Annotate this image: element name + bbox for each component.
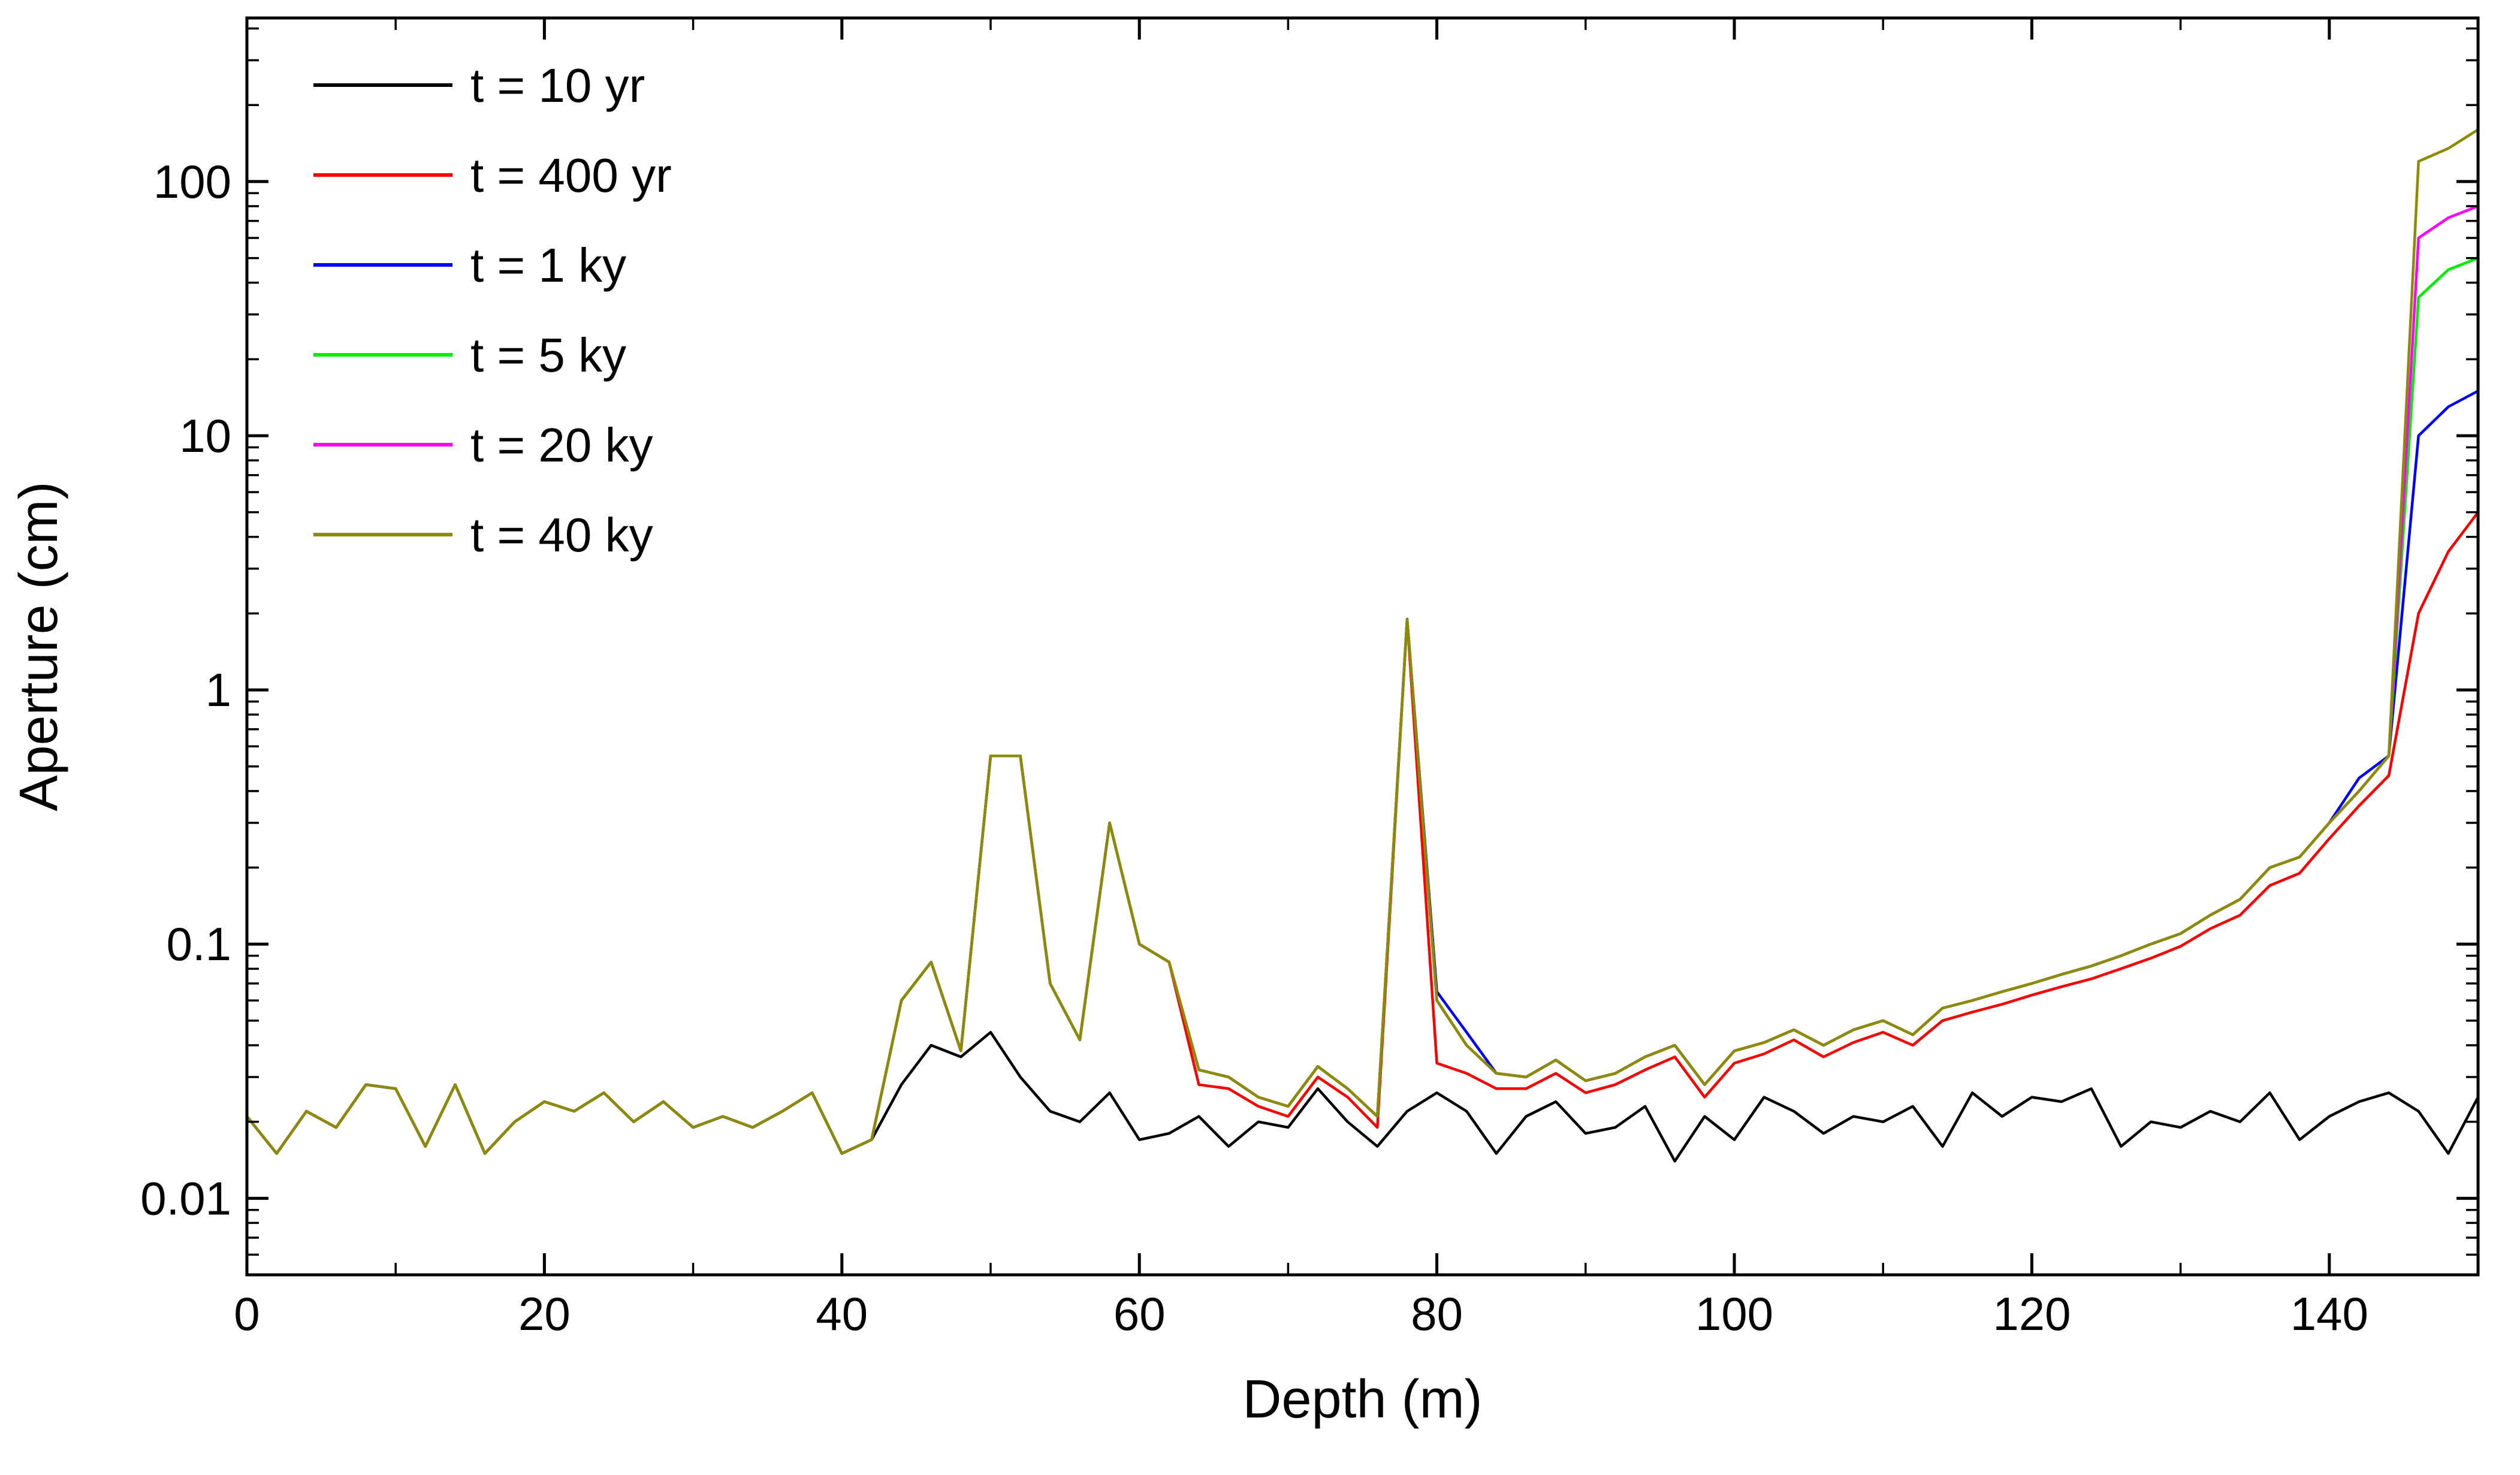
legend: t = 10 yr t = 400 yr t = 1 ky t = 5 ky t = 2… <box>313 59 672 562</box>
x-tick-label: 40 <box>816 1287 868 1340</box>
legend-item-3: t = 5 ky <box>313 328 626 382</box>
legend-item-5: t = 40 ky <box>313 508 653 562</box>
x-tick-label: 120 <box>1993 1287 2071 1340</box>
x-tick-label: 80 <box>1411 1287 1463 1340</box>
y-tick-label: 0.1 <box>167 918 231 970</box>
y-axis-title: Aperture (cm) <box>9 481 69 811</box>
y-axis: 0.01 0.1 1 10 100 <box>140 27 2478 1256</box>
y-tick-label: 1 <box>206 663 231 716</box>
legend-label: t = 20 ky <box>470 418 653 472</box>
legend-label: t = 5 ky <box>470 328 626 382</box>
x-axis: 0 20 40 60 80 100 120 140 <box>234 18 2368 1340</box>
series-line-5 <box>245 128 2480 1155</box>
legend-label: t = 1 ky <box>470 239 626 292</box>
x-tick-label: 0 <box>234 1287 259 1340</box>
legend-label: t = 40 ky <box>470 508 653 562</box>
y-tick-label: 10 <box>179 409 231 462</box>
legend-label: t = 400 yr <box>470 149 672 202</box>
y-tick-label: 0.01 <box>140 1172 231 1224</box>
x-tick-label: 60 <box>1113 1287 1166 1340</box>
y-tick-label: 100 <box>153 155 231 208</box>
x-tick-label: 100 <box>1695 1287 1773 1340</box>
legend-item-1: t = 400 yr <box>313 149 672 202</box>
x-tick-label: 20 <box>518 1287 571 1340</box>
legend-item-4: t = 20 ky <box>313 418 653 472</box>
x-axis-title: Depth (m) <box>1242 1370 1482 1429</box>
plot-frame <box>245 16 2480 1277</box>
x-tick-label: 140 <box>2290 1287 2368 1340</box>
legend-item-0: t = 10 yr <box>313 59 645 112</box>
legend-item-2: t = 1 ky <box>313 239 626 292</box>
legend-label: t = 10 yr <box>470 59 645 112</box>
